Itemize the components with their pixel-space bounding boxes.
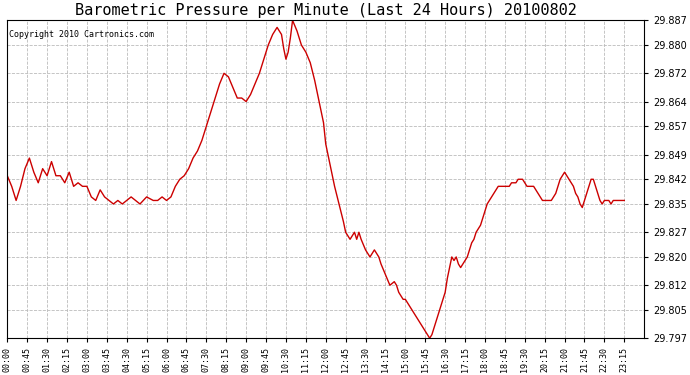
Title: Barometric Pressure per Minute (Last 24 Hours) 20100802: Barometric Pressure per Minute (Last 24 … [75, 3, 577, 18]
Text: Copyright 2010 Cartronics.com: Copyright 2010 Cartronics.com [8, 30, 154, 39]
